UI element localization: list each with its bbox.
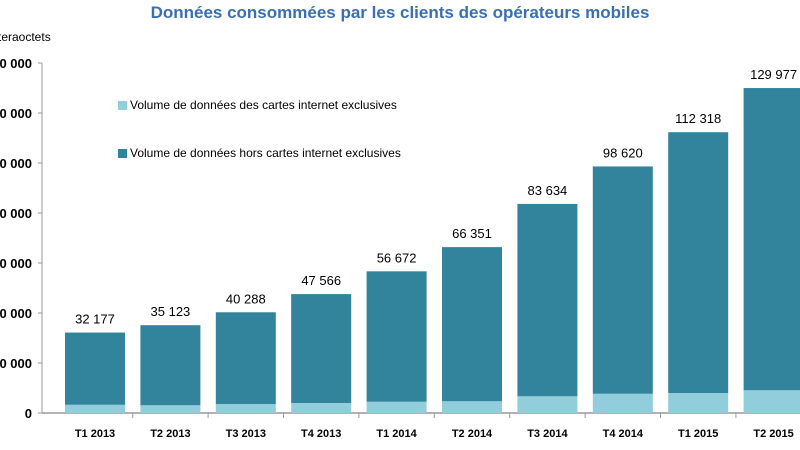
x-tick-label: T1 2015 (678, 428, 718, 440)
legend-item-hors-cartes: Volume de données hors cartes internet e… (118, 146, 401, 160)
x-tick-label: T2 2015 (753, 428, 793, 440)
bar-segment-cartes (592, 393, 653, 413)
bar-segment-hors-cartes (215, 312, 276, 404)
y-axis-label: teraoctets (0, 30, 51, 44)
bar-segment-hors-cartes (592, 166, 653, 394)
bar-segment-hors-cartes (442, 247, 502, 402)
bar-segment-hors-cartes (140, 325, 201, 406)
bar-segment-hors-cartes (668, 132, 729, 393)
bar-segment-hors-cartes (517, 203, 578, 397)
bar-segment-hors-cartes (65, 332, 125, 405)
data-label: 98 620 (603, 145, 643, 160)
x-tick-label: T4 2014 (603, 428, 644, 440)
x-tick-label: T2 2013 (150, 428, 190, 440)
data-label: 112 318 (675, 111, 721, 126)
chart-title: Données consommées par les clients des o… (150, 3, 650, 22)
y-tick-label: 40 000 (0, 306, 32, 321)
legend-label: Volume de données des cartes internet ex… (130, 98, 397, 112)
x-tick-label: T4 2013 (301, 428, 341, 440)
data-label: 35 123 (151, 304, 191, 319)
y-tick-label: 20 000 (0, 356, 32, 371)
bar-segment-cartes (743, 390, 800, 413)
legend-item-cartes-internet: Volume de données des cartes internet ex… (118, 98, 397, 112)
bar-segment-cartes (65, 404, 125, 413)
data-label: 47 566 (301, 273, 341, 288)
bar-segment-hors-cartes (366, 271, 427, 402)
x-tick-label: T3 2014 (527, 428, 568, 440)
bar-segment-hors-cartes (291, 294, 352, 403)
data-label: 40 288 (226, 291, 266, 306)
bar-segment-hors-cartes (743, 88, 800, 391)
legend-swatch (118, 100, 127, 110)
bar-segment-cartes (668, 393, 729, 413)
legend-label: Volume de données hors cartes internet e… (130, 146, 401, 160)
data-label: 66 351 (452, 226, 492, 241)
bar-segment-cartes (366, 401, 427, 413)
bar-segment-cartes (442, 401, 502, 413)
x-tick-label: T2 2014 (452, 428, 493, 440)
y-tick-label: 140 000 (0, 56, 32, 71)
y-tick-label: 120 000 (0, 106, 32, 121)
bar-segment-cartes (517, 396, 578, 413)
y-tick-label: 60 000 (0, 256, 32, 271)
data-label: 56 672 (377, 250, 417, 265)
data-label: 83 634 (528, 183, 568, 198)
data-label: 32 177 (75, 312, 115, 327)
x-tick-label: T3 2013 (226, 428, 266, 440)
data-label: 129 977 (750, 67, 797, 82)
y-tick-label: 100 000 (0, 156, 32, 171)
bar-segment-cartes (215, 404, 276, 413)
x-tick-label: T1 2014 (376, 428, 417, 440)
x-tick-label: T1 2013 (75, 428, 115, 440)
bar-segment-cartes (291, 403, 352, 413)
y-tick-label: 0 (25, 406, 32, 421)
y-tick-label: 80 000 (0, 206, 32, 221)
legend-swatch (118, 148, 127, 158)
bar-segment-cartes (140, 405, 201, 413)
